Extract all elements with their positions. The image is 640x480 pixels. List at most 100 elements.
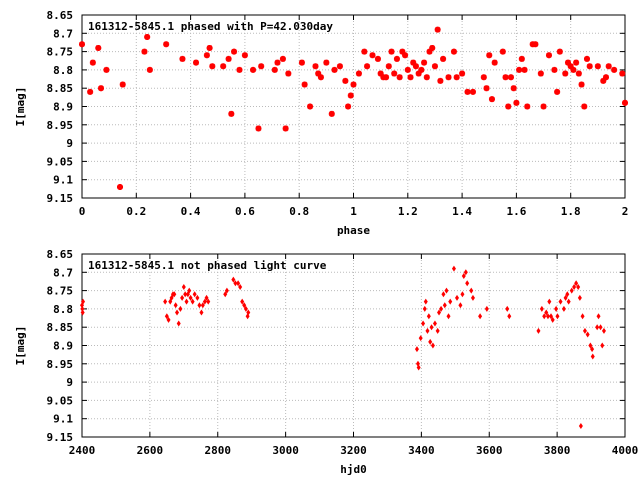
data-point	[455, 294, 460, 301]
data-point	[393, 55, 400, 62]
data-point	[445, 74, 452, 81]
data-point	[577, 294, 582, 301]
data-point	[188, 294, 193, 301]
data-point	[425, 327, 430, 334]
data-point	[513, 99, 520, 106]
data-point	[576, 283, 581, 290]
data-point	[163, 41, 170, 48]
data-point	[374, 55, 381, 62]
data-point	[570, 66, 577, 73]
x-tick-label: 0	[79, 205, 86, 218]
y-axis-label: I[mag]	[14, 87, 27, 127]
data-point	[423, 74, 430, 81]
phased-light-curve-panel: 0 0.2 0.4 0.6 0.8 1 1.2 1.4 1.6 1.8 2 8.65 8.7 8.75 8.…	[14, 9, 628, 237]
data-point	[246, 309, 251, 316]
data-point	[95, 44, 102, 51]
y-tick-label: 8.65	[47, 9, 74, 22]
data-point	[429, 324, 434, 331]
data-point	[163, 298, 168, 305]
data-point	[595, 324, 600, 331]
y-tick-label: 8.8	[53, 64, 73, 77]
data-point	[197, 302, 202, 309]
data-point	[187, 287, 192, 294]
x-tick-label: 3400	[408, 444, 435, 457]
x-tick-label: 1.8	[561, 205, 581, 218]
data-point	[418, 335, 423, 342]
data-point	[250, 66, 257, 73]
data-point	[144, 33, 151, 40]
y-tick-label: 9.1	[53, 413, 73, 426]
data-point	[439, 305, 444, 312]
data-point	[350, 81, 357, 88]
data-point	[347, 92, 354, 99]
data-point	[499, 48, 506, 55]
chart-title: 161312-5845.1 phased with P=42.030day	[88, 20, 333, 33]
data-point	[572, 283, 577, 290]
y-tick-label: 8.85	[47, 82, 74, 95]
data-point	[421, 320, 426, 327]
data-point	[377, 70, 384, 77]
data-point	[540, 103, 547, 110]
data-point	[622, 99, 628, 106]
y-tick-label: 8.7	[53, 27, 73, 40]
data-point	[323, 59, 330, 66]
data-point	[578, 81, 585, 88]
x-axis-label: hjd0	[340, 463, 367, 476]
data-point	[418, 66, 425, 73]
data-point	[173, 302, 178, 309]
data-point	[431, 63, 438, 70]
data-point	[554, 88, 561, 95]
data-point	[176, 320, 181, 327]
data-point	[282, 125, 289, 132]
y-tick-label: 8.85	[47, 321, 74, 334]
data-point	[200, 302, 205, 309]
data-point	[274, 59, 281, 66]
data-point	[238, 283, 243, 290]
data-point	[453, 74, 460, 81]
data-point	[415, 70, 422, 77]
data-point	[271, 66, 278, 73]
data-point	[236, 280, 241, 287]
data-point	[437, 309, 442, 316]
data-point	[166, 316, 171, 323]
y-tick-label: 8.9	[53, 101, 73, 114]
data-point	[342, 77, 349, 84]
y-tick-label: 9.1	[53, 174, 73, 187]
data-point	[539, 305, 544, 312]
data-point	[550, 316, 555, 323]
data-point	[510, 85, 517, 92]
data-point	[444, 287, 449, 294]
data-point	[583, 55, 590, 62]
data-point	[388, 48, 395, 55]
x-tick-label: 3000	[272, 444, 299, 457]
y-tick-label: 9.15	[47, 192, 74, 205]
x-tick-label: 1.4	[452, 205, 472, 218]
data-point	[573, 59, 580, 66]
x-tick-label: 0.2	[126, 205, 146, 218]
data-point	[440, 55, 447, 62]
data-point	[184, 298, 189, 305]
data-point	[463, 269, 468, 276]
data-point	[223, 291, 228, 298]
data-point	[190, 298, 195, 305]
data-point	[484, 305, 489, 312]
y-tick-label: 8.65	[47, 248, 74, 261]
data-point	[430, 342, 435, 349]
data-point	[582, 327, 587, 334]
y-tick-label: 8.95	[47, 358, 74, 371]
data-point	[81, 298, 86, 305]
data-point	[225, 55, 232, 62]
y-tick-label: 9.15	[47, 431, 74, 444]
data-point	[410, 59, 417, 66]
data-point	[236, 66, 243, 73]
data-point	[561, 305, 566, 312]
y-tick-label: 8.9	[53, 340, 73, 353]
data-point	[414, 346, 419, 353]
data-point	[209, 63, 216, 70]
data-point	[464, 88, 471, 95]
y-tick-label: 9	[66, 137, 73, 150]
data-point	[172, 291, 177, 298]
data-point	[80, 305, 85, 312]
y-tick-label: 8.8	[53, 303, 73, 316]
x-tick-label: 3200	[340, 444, 367, 457]
